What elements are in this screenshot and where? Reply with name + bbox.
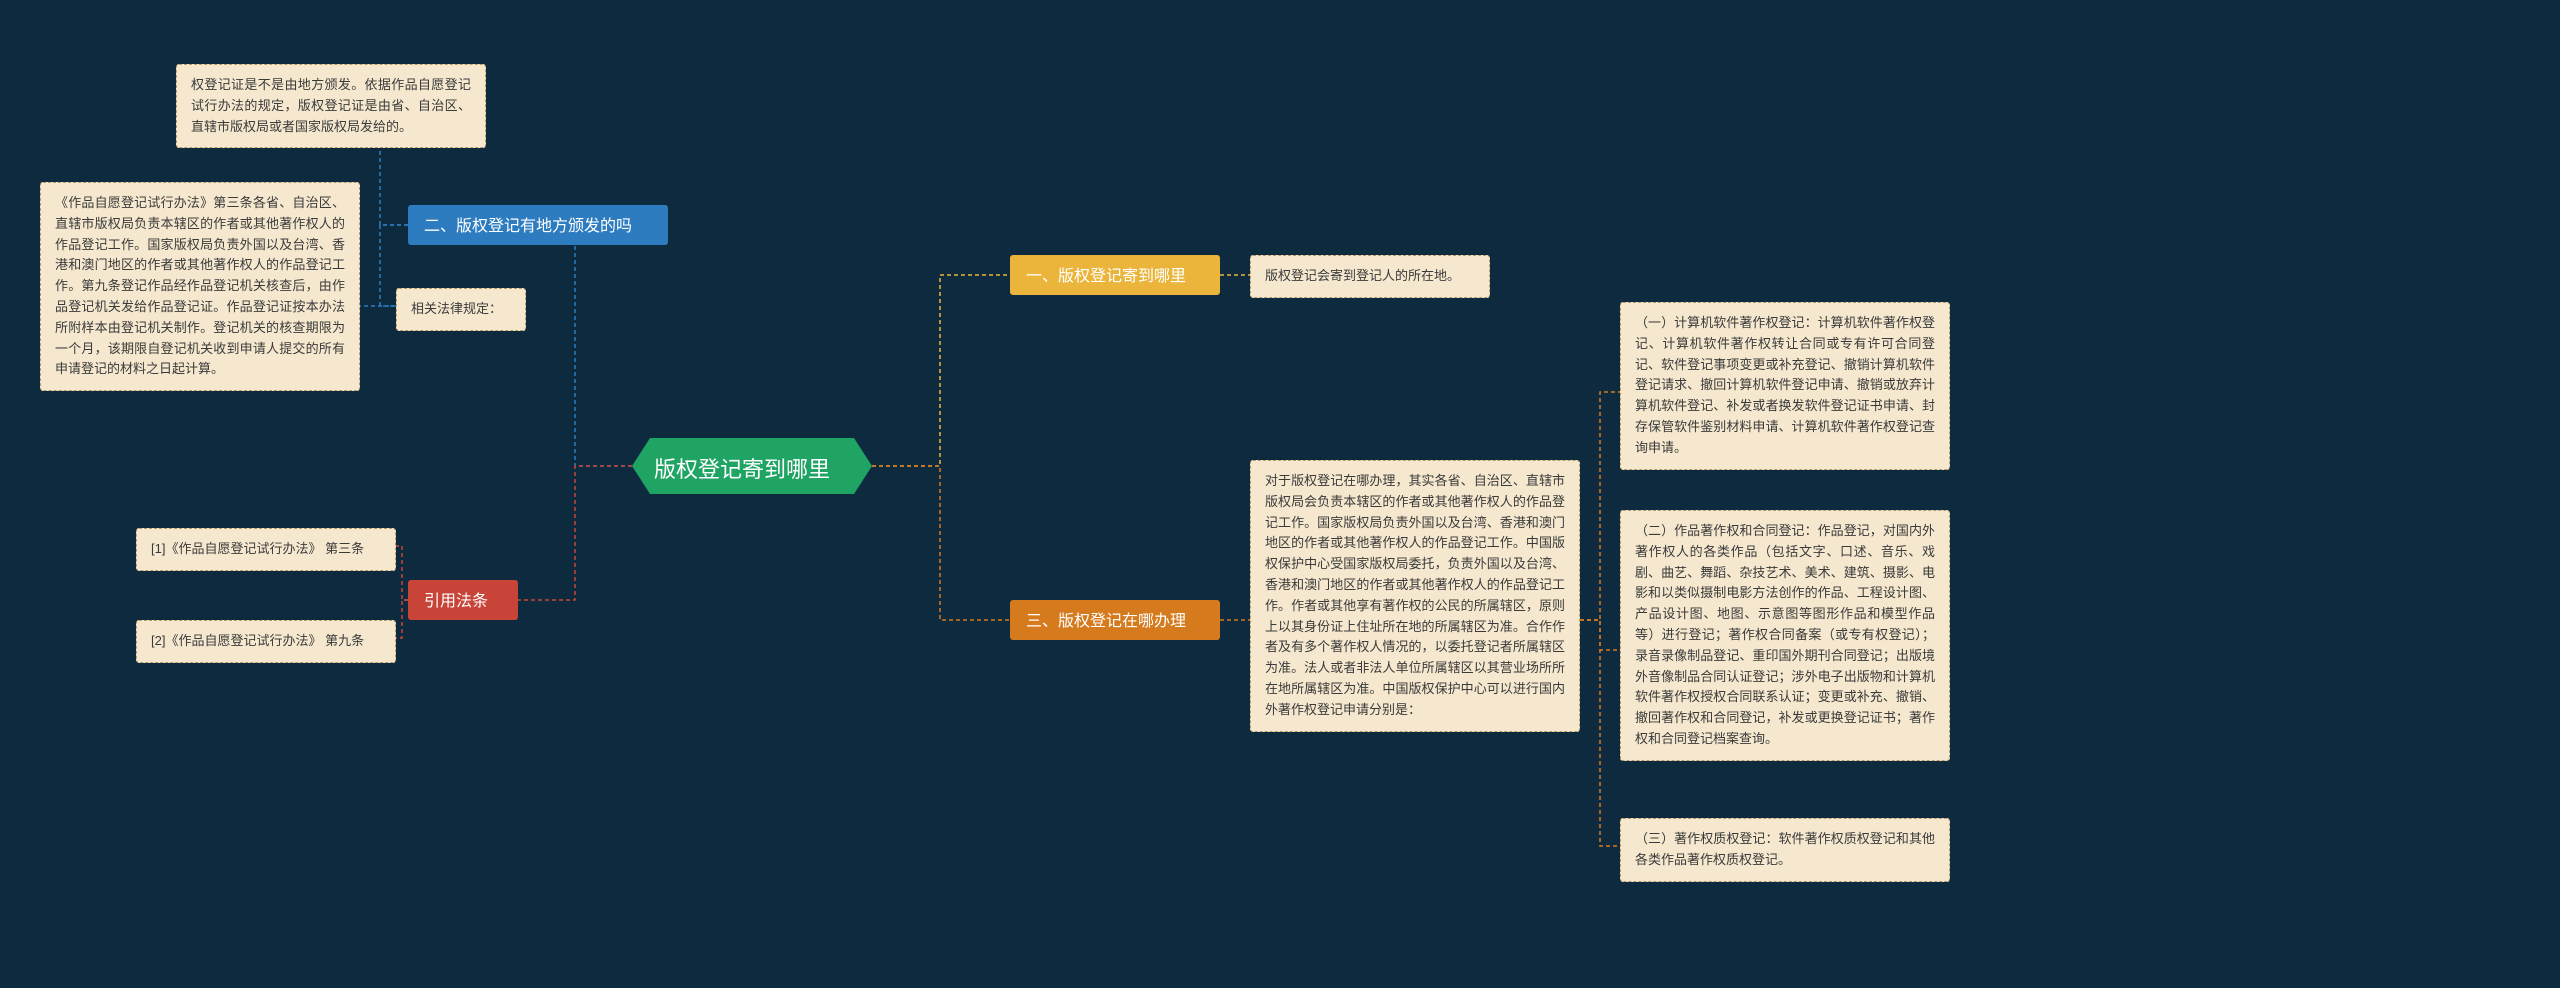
branch-1[interactable]: 一、版权登记寄到哪里 [1010,255,1220,295]
branch-3-leaf2: （二）作品著作权和合同登记：作品登记，对国内外著作权人的各类作品（包括文字、口述… [1620,510,1950,761]
branch-4[interactable]: 引用法条 [408,580,518,620]
branch-3-leaf3: （三）著作权质权登记：软件著作权质权登记和其他各类作品著作权质权登记。 [1620,818,1950,882]
branch-4-ref1: [1]《作品自愿登记试行办法》 第三条 [136,528,396,571]
branch-2[interactable]: 二、版权登记有地方颁发的吗 [408,205,668,245]
branch-2-sub2-body: 《作品自愿登记试行办法》第三条各省、自治区、直辖市版权局负责本辖区的作者或其他著… [40,182,360,391]
branch-2-sub1: 权登记证是不是由地方颁发。依据作品自愿登记试行办法的规定，版权登记证是由省、自治… [176,64,486,148]
branch-3-body: 对于版权登记在哪办理，其实各省、自治区、直辖市版权局会负责本辖区的作者或其他著作… [1250,460,1580,732]
branch-2-sub2-label: 相关法律规定： [396,288,526,331]
branch-1-leaf: 版权登记会寄到登记人的所在地。 [1250,255,1490,298]
branch-3[interactable]: 三、版权登记在哪办理 [1010,600,1220,640]
branch-4-ref2: [2]《作品自愿登记试行办法》 第九条 [136,620,396,663]
branch-3-leaf1: （一）计算机软件著作权登记：计算机软件著作权登记、计算机软件著作权转让合同或专有… [1620,302,1950,470]
root-node[interactable]: 版权登记寄到哪里 [632,438,872,494]
